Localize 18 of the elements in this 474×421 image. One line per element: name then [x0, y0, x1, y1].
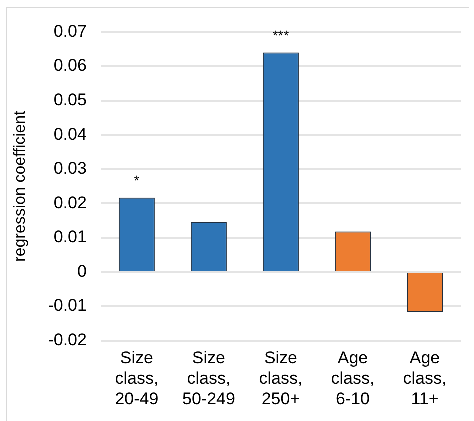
y-tick-label: -0.02	[48, 330, 87, 350]
y-tick-label: 0	[77, 262, 87, 281]
y-tick-label: 0.06	[54, 56, 87, 76]
x-tick-label: Size class, 20-49	[115, 348, 159, 408]
y-axis-title: regression coefficient	[12, 110, 30, 262]
y-tick-label: -0.01	[48, 296, 87, 316]
data-label: *	[134, 172, 140, 189]
y-tick-label: 0.02	[54, 193, 87, 212]
y-tick-label: 0.03	[54, 159, 87, 178]
x-tick-label: Age class, 11+	[403, 348, 447, 408]
y-tick-label: 0.04	[54, 124, 87, 144]
y-tick-label: 0.01	[54, 228, 87, 247]
y-tick-label: 0.05	[54, 90, 87, 110]
x-tick-label: Age class, 6-10	[331, 348, 375, 408]
data-label: ***	[272, 28, 290, 44]
x-tick-label: Size class, 50-249	[182, 348, 236, 408]
x-tick-label: Size class, 250+	[259, 348, 303, 408]
y-tick-label: 0.07	[54, 22, 87, 41]
